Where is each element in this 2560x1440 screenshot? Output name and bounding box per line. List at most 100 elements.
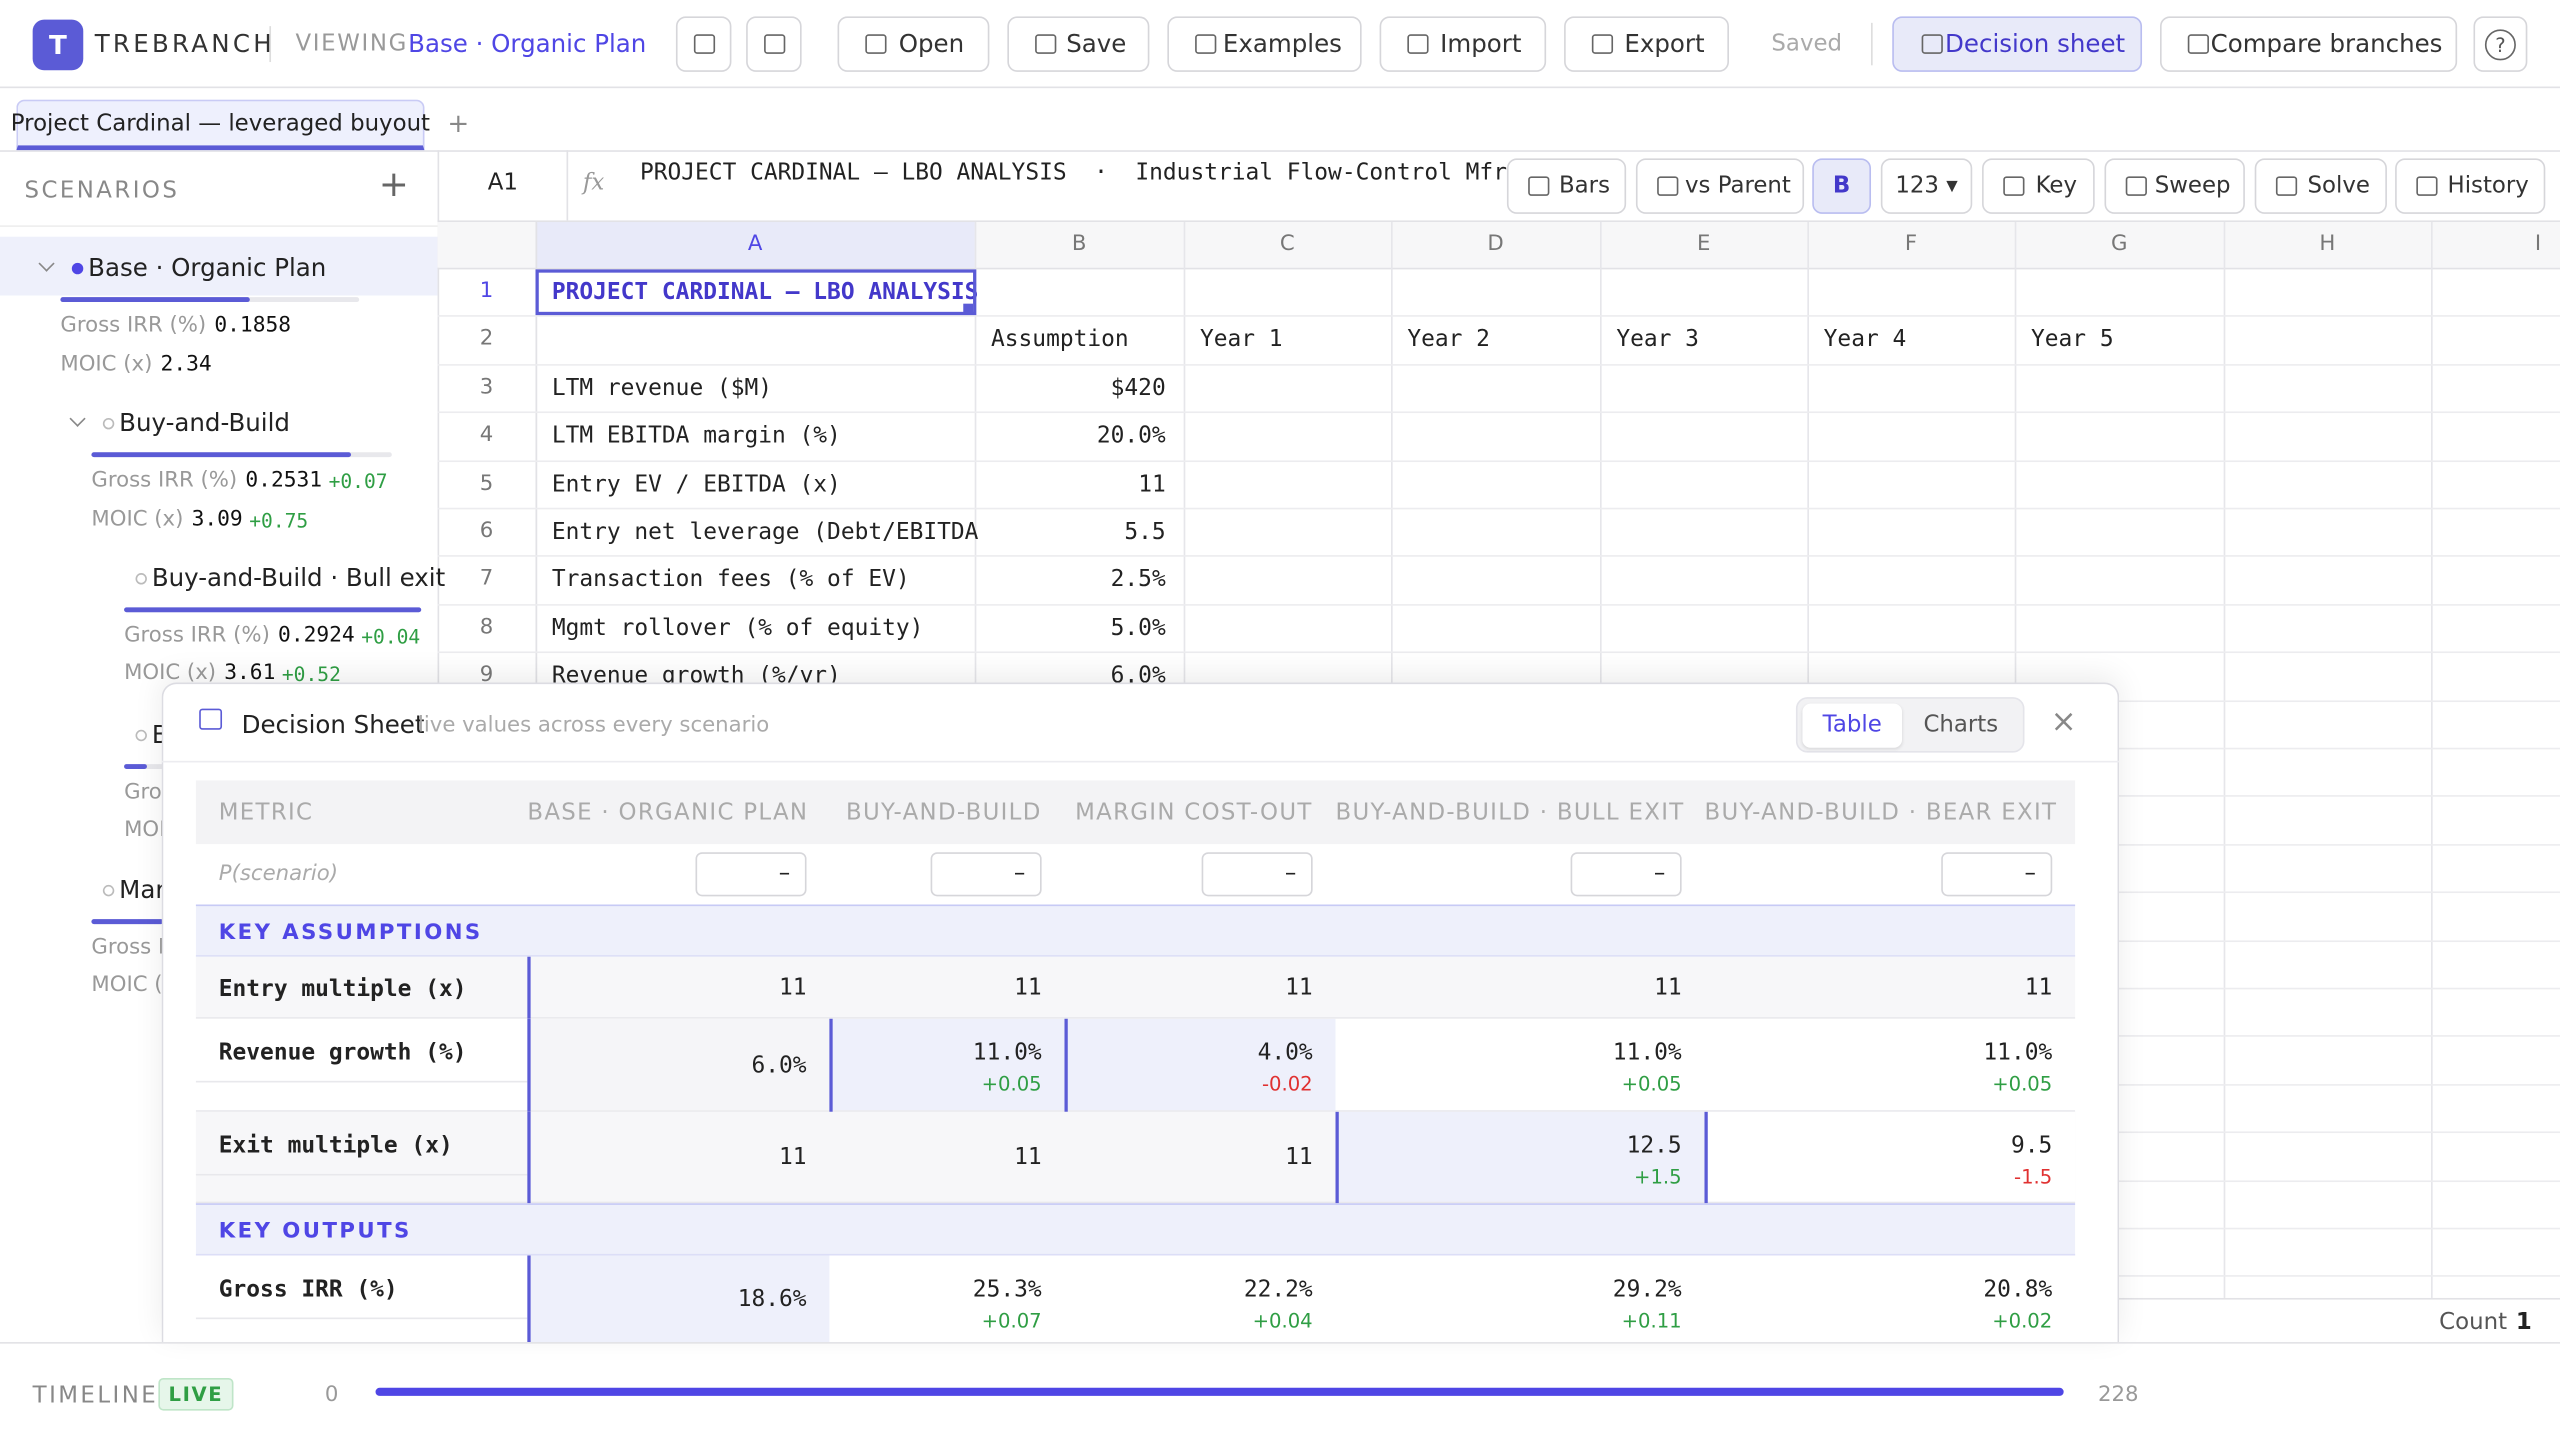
divider (437, 411, 2560, 414)
row-number: 5 (479, 471, 494, 496)
cell-border (527, 1018, 530, 1112)
cell[interactable]: Mgmt rollover (% of equity) (551, 615, 924, 642)
scenario-bar (124, 764, 147, 769)
view-tab-active (1802, 703, 1903, 748)
view-tab[interactable]: Table (1822, 711, 1882, 738)
divider (437, 267, 2560, 270)
toolbar-button[interactable]: Import (1379, 16, 1547, 72)
cell-value: 20.8% (1983, 1276, 2053, 1303)
timeline-track[interactable] (375, 1387, 2064, 1396)
column-header: B (1071, 231, 1087, 257)
cell[interactable]: Year 5 (2031, 327, 2114, 354)
cell[interactable]: PROJECT CARDINAL — LBO ANALYSIS (551, 279, 979, 306)
metric-value: 0.2924 (278, 623, 355, 649)
cell[interactable]: Entry EV / EBITDA (x) (551, 471, 841, 498)
probability-label: P(scenario) (218, 862, 339, 887)
brand: TREBRANCH (94, 29, 275, 59)
table-row (195, 1255, 2076, 1343)
cell-border (527, 956, 530, 1019)
formula-text[interactable]: PROJECT CARDINAL — LBO ANALYSIS · Indust… (640, 160, 1521, 187)
icon (1657, 176, 1679, 196)
icon (865, 34, 887, 54)
cell[interactable]: 20.0% (1096, 423, 1166, 450)
file-tab[interactable]: Project Cardinal — leveraged buyout (11, 99, 430, 151)
timeline-start: 0 (324, 1382, 339, 1408)
probability-input[interactable]: – (1570, 852, 1682, 897)
add-scenario[interactable]: + (378, 164, 409, 206)
cell[interactable]: 5.5 (1124, 519, 1166, 546)
tool-button[interactable]: Key (1982, 158, 2095, 214)
cell-delta: +0.05 (981, 1072, 1042, 1096)
undo-button[interactable] (675, 16, 732, 72)
cell[interactable]: 11 (1138, 471, 1166, 498)
scenario-bar (91, 919, 164, 925)
cell[interactable]: Year 4 (1823, 327, 1907, 354)
table-header (195, 780, 2076, 845)
panel-icon (199, 708, 223, 730)
divider (437, 220, 2560, 223)
live-badge: LIVE (158, 1377, 234, 1411)
scenario-name[interactable]: Buy-and-Build (119, 408, 290, 438)
cell[interactable]: 2.5% (1110, 567, 1166, 594)
probability-input[interactable]: – (1941, 852, 2053, 897)
cell[interactable]: Transaction fees (% of EV) (551, 567, 910, 594)
cell-shade (527, 1255, 830, 1343)
cell[interactable]: Entry net leverage (Debt/EBITDA (551, 519, 979, 546)
tool-button[interactable]: vs Parent (1635, 158, 1805, 214)
compare-button[interactable]: Compare branches (2160, 16, 2458, 72)
cell-shade (527, 1018, 830, 1111)
logo: T (32, 19, 84, 71)
row-number: 3 (479, 375, 494, 400)
cell-value: 11.0% (1612, 1040, 1682, 1067)
tool-button[interactable]: 123 ▾ (1880, 158, 1973, 214)
cell-value: 6.0% (751, 1052, 807, 1079)
row-number: 6 (479, 519, 494, 544)
close-button[interactable]: × (2050, 703, 2077, 740)
cell-value: 11 (779, 1144, 807, 1171)
metric-name: Revenue growth (%) (218, 1040, 467, 1067)
divider (0, 225, 438, 227)
add-tab[interactable]: + (447, 107, 470, 139)
cell[interactable]: Year 3 (1616, 327, 1699, 354)
toolbar-button[interactable]: Open (837, 16, 990, 72)
toolbar-button[interactable]: Export (1564, 16, 1729, 72)
toolbar-button[interactable]: Save (1007, 16, 1150, 72)
divider (566, 150, 569, 221)
cell-value: 11 (1014, 974, 1042, 1001)
probability-input[interactable]: – (1201, 852, 1313, 897)
scenario-dot (102, 884, 115, 897)
cell[interactable]: 5.0% (1110, 615, 1166, 642)
tool-button[interactable]: Bars (1506, 158, 1627, 214)
decision-sheet-button[interactable]: Decision sheet (1892, 16, 2143, 72)
cell[interactable]: Year 1 (1200, 327, 1283, 354)
cell[interactable]: LTM EBITDA margin (%) (551, 423, 841, 450)
cell-border (829, 1018, 832, 1112)
metric-delta: +0.52 (281, 662, 341, 686)
divider (0, 150, 2560, 152)
tool-button[interactable]: Sweep (2104, 158, 2245, 214)
toolbar-button[interactable]: Examples (1167, 16, 1362, 72)
cell[interactable]: Year 2 (1407, 327, 1490, 354)
metric-label: MOIC (x) (91, 507, 184, 533)
scenario-name[interactable]: Base · Organic Plan (88, 253, 327, 283)
tool-button[interactable]: Solve (2254, 158, 2387, 214)
probability-input[interactable]: – (930, 852, 1042, 897)
row-number: 9 (479, 663, 494, 688)
divider (2431, 222, 2433, 1298)
cell[interactable]: $420 (1110, 375, 1166, 402)
cell[interactable]: LTM revenue ($M) (551, 375, 773, 402)
metric-value: 2.34 (160, 352, 212, 378)
probability-input[interactable]: – (695, 852, 807, 897)
cell[interactable]: Assumption (991, 327, 1129, 354)
status-count-label: Count (2439, 1309, 2508, 1336)
metric-delta: +0.07 (328, 470, 388, 494)
cell-value: 11 (1014, 1144, 1042, 1171)
tool-button[interactable]: History (2395, 158, 2546, 214)
view-tab[interactable]: Charts (1923, 711, 1999, 738)
cell-value: 11.0% (1983, 1040, 2053, 1067)
redo-button[interactable] (746, 16, 802, 72)
expand-caret[interactable] (69, 410, 86, 427)
scenario-name[interactable]: Buy-and-Build · Bull exit (151, 563, 446, 593)
cell-value: 11 (2024, 974, 2053, 1001)
tool-button[interactable]: B (1812, 158, 1872, 214)
